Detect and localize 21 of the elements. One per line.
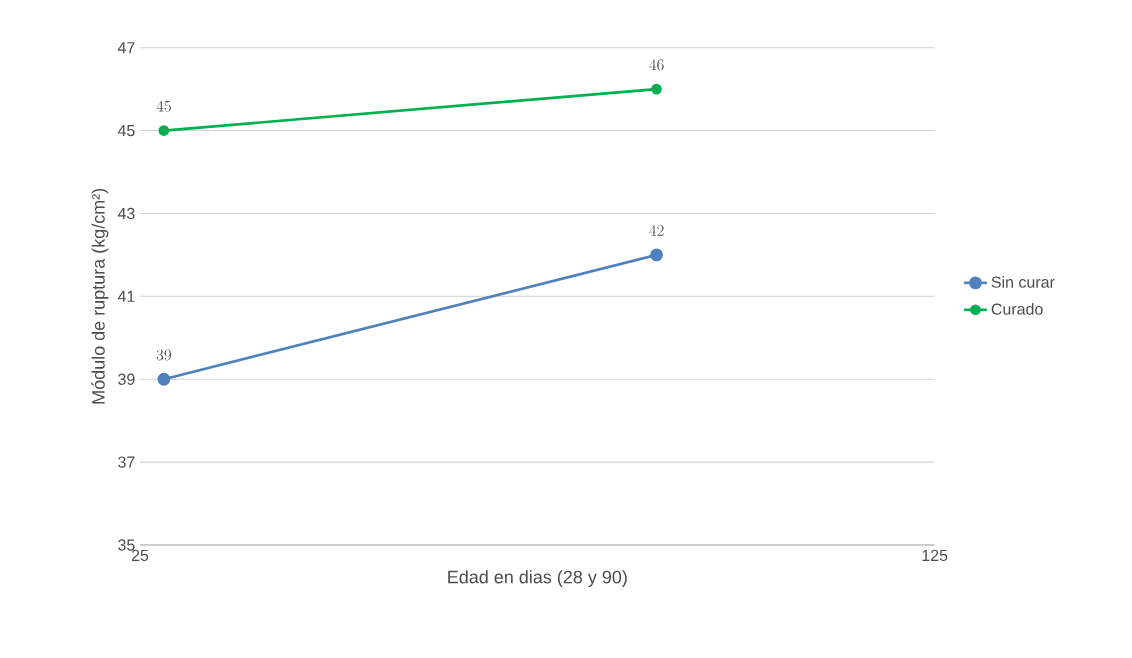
y-tick-label: 45: [117, 124, 135, 137]
data-label: 42: [649, 224, 664, 236]
point: [157, 372, 171, 386]
legend-label: Sin curar: [991, 276, 1055, 288]
x-axis-title: Edad en dias (28 y 90): [448, 570, 627, 587]
y-tick-label: 39: [118, 373, 135, 385]
point: [158, 125, 170, 136]
point: [650, 248, 663, 262]
y-tick-label: 43: [117, 207, 135, 220]
y-tick-label: 37: [118, 456, 135, 468]
y-tick-label: 47: [117, 42, 135, 54]
point: [651, 83, 662, 95]
x-tick-label: 125: [922, 549, 948, 562]
x-tick-label: 25: [131, 549, 149, 562]
y-axis-title: Módulo de ruptura (kg/cm²): [91, 188, 109, 404]
legend-label: Curado: [991, 303, 1043, 315]
y-tick-label: 35: [118, 539, 135, 551]
data-label: 45: [156, 100, 171, 112]
y-tick-label: 41: [117, 290, 135, 302]
data-label: 46: [649, 59, 664, 71]
data-label: 39: [156, 349, 172, 361]
